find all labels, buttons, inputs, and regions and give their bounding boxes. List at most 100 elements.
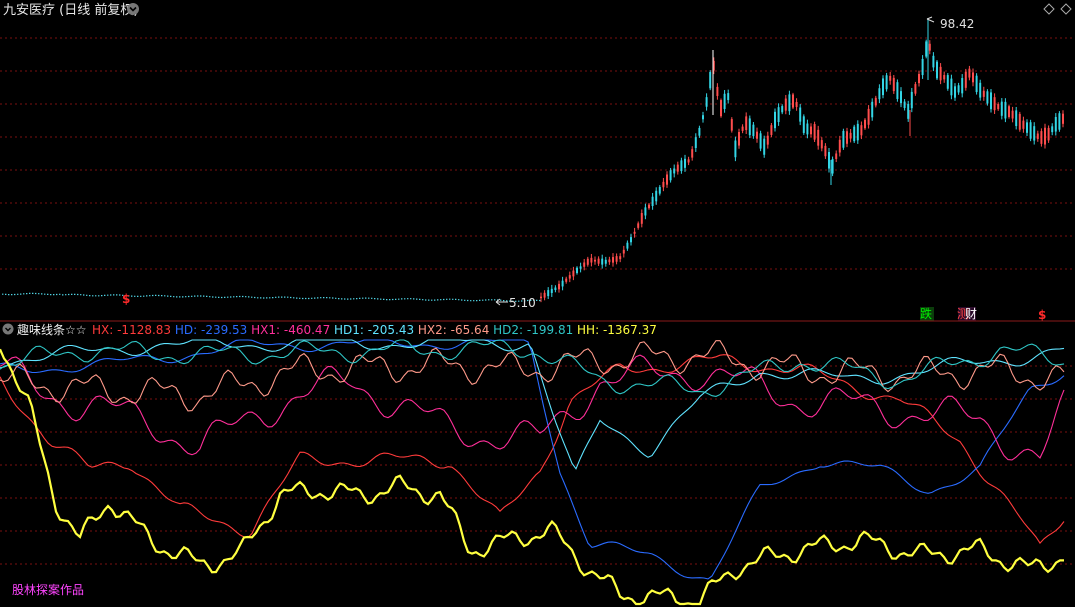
candle-body bbox=[1029, 122, 1032, 139]
candle-body bbox=[1004, 101, 1007, 119]
candle-body bbox=[633, 231, 636, 234]
candle-body bbox=[982, 90, 985, 97]
candle-body bbox=[745, 116, 748, 131]
candle-body bbox=[766, 135, 769, 145]
indicator-name: 趣味线条 bbox=[17, 322, 65, 337]
price-grid bbox=[0, 37, 1075, 270]
low-annotation: 5.10 bbox=[495, 296, 536, 310]
candle-body bbox=[590, 257, 593, 263]
candle-body bbox=[565, 278, 568, 282]
candle-body bbox=[630, 237, 632, 243]
candle-body bbox=[918, 74, 920, 84]
candle-body bbox=[799, 107, 802, 122]
indicator-value-hd2: HD2: -199.81 bbox=[489, 323, 573, 337]
candle-body bbox=[810, 126, 812, 135]
diamond-icon[interactable] bbox=[1060, 3, 1072, 15]
candle-body bbox=[1011, 110, 1014, 119]
indicator-value-hd1: HD1: -205.43 bbox=[330, 323, 414, 337]
price-panel bbox=[2, 18, 1064, 303]
candle-body bbox=[687, 159, 690, 163]
candle-body bbox=[597, 258, 600, 264]
candle-body bbox=[950, 78, 953, 96]
candle-body bbox=[734, 140, 737, 158]
indicator-value-hh: HH: -1367.37 bbox=[573, 323, 657, 337]
candle-body bbox=[871, 101, 874, 118]
candle-body bbox=[831, 159, 834, 174]
candle-body bbox=[900, 91, 902, 104]
candle-body bbox=[1022, 120, 1025, 129]
candle-body bbox=[680, 160, 683, 172]
candle-body bbox=[874, 97, 877, 106]
indicator-grid bbox=[0, 365, 1075, 565]
candle-body bbox=[637, 223, 640, 228]
indicator-line-hx bbox=[0, 354, 1065, 544]
candle-body bbox=[601, 258, 604, 265]
indicator-settings-button[interactable] bbox=[2, 323, 14, 335]
candle-body bbox=[615, 256, 618, 262]
price-flat-segment bbox=[2, 292, 541, 302]
candle-body bbox=[540, 296, 542, 299]
candle-body bbox=[849, 132, 852, 139]
candle-body bbox=[676, 164, 679, 172]
candle-body bbox=[702, 115, 704, 120]
candle-body bbox=[846, 131, 848, 144]
candle-body bbox=[608, 259, 611, 263]
candle-body bbox=[730, 119, 733, 131]
period-dropdown-button[interactable] bbox=[127, 3, 139, 15]
candle-body bbox=[576, 267, 578, 274]
candle-body bbox=[986, 91, 989, 104]
candle-body bbox=[612, 257, 614, 263]
candle-body bbox=[644, 207, 647, 216]
indicator-line-hh bbox=[0, 348, 1064, 606]
candle-body bbox=[1058, 113, 1061, 130]
candle-body bbox=[572, 270, 575, 277]
candle-body bbox=[554, 287, 557, 291]
candle-body bbox=[907, 103, 910, 119]
candle-body bbox=[777, 107, 780, 123]
candle-body bbox=[640, 213, 643, 224]
indicator-stars: ☆☆ bbox=[65, 323, 87, 337]
candle-body bbox=[568, 275, 571, 279]
candle-body bbox=[705, 97, 708, 107]
candle-body bbox=[1018, 113, 1021, 130]
candle-body bbox=[622, 249, 625, 254]
candle-body bbox=[856, 123, 859, 141]
candle-body bbox=[961, 78, 964, 94]
candle-body bbox=[752, 124, 755, 137]
candle-body bbox=[619, 256, 622, 260]
marker-wealth: 财 bbox=[965, 307, 977, 321]
candle-body bbox=[1026, 122, 1028, 133]
candle-body bbox=[658, 187, 661, 194]
low-price-label: 5.10 bbox=[509, 296, 536, 310]
candle-body bbox=[756, 131, 758, 139]
candle-body bbox=[885, 75, 888, 90]
candle-body bbox=[928, 43, 931, 51]
chevron-down-icon bbox=[5, 327, 11, 332]
candle-body bbox=[723, 93, 726, 109]
diamond-icon[interactable] bbox=[1043, 3, 1055, 15]
candle-body bbox=[864, 119, 866, 129]
candle-body bbox=[1036, 133, 1039, 139]
candle-body bbox=[1000, 101, 1003, 116]
candle-body bbox=[1047, 127, 1050, 141]
candle-body bbox=[651, 196, 654, 207]
candle-body bbox=[561, 280, 564, 287]
candle-body bbox=[997, 104, 1000, 110]
marker-drop: 跌 bbox=[920, 306, 932, 321]
chevron-down-icon bbox=[129, 6, 137, 12]
candle-body bbox=[712, 60, 715, 71]
indicator-value-hx1: HX1: -460.47 bbox=[247, 323, 330, 337]
indicator-value-hx2: HX2: -65.64 bbox=[414, 323, 489, 337]
window-controls[interactable] bbox=[1043, 3, 1072, 15]
indicator-panel bbox=[0, 339, 1065, 606]
candle-body bbox=[626, 242, 629, 249]
candle-body bbox=[892, 77, 895, 92]
candle-body bbox=[579, 266, 582, 269]
high-price-label: 98.42 bbox=[940, 17, 974, 31]
candle-body bbox=[716, 86, 719, 96]
candle-body bbox=[957, 85, 960, 93]
candle-body bbox=[543, 292, 546, 298]
candle-body bbox=[604, 259, 607, 264]
candle-body bbox=[813, 124, 816, 140]
